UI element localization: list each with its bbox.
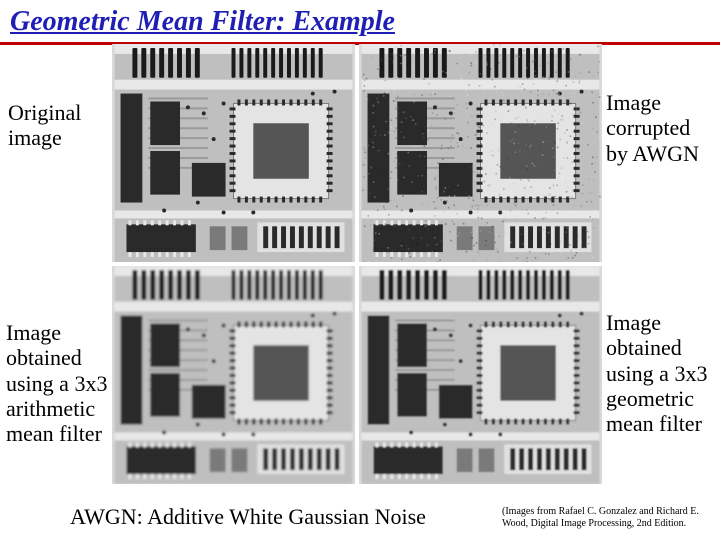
- footer: AWGN: Additive White Gaussian Noise (Ima…: [0, 498, 720, 530]
- image-corrupted: [359, 44, 602, 262]
- image-geometric: [359, 266, 602, 484]
- label-arithmetic: Image obtained using a 3x3 arithmetic me…: [6, 320, 112, 446]
- label-geometric: Image obtained using a 3x3 geometric mea…: [606, 310, 714, 436]
- label-awgn: Image corrupted by AWGN: [606, 90, 714, 166]
- image-original: [112, 44, 355, 262]
- slide-title: Geometric Mean Filter: Example: [0, 0, 720, 42]
- footer-main: AWGN: Additive White Gaussian Noise: [70, 504, 426, 530]
- footer-credit: (Images from Rafael C. Gonzalez and Rich…: [502, 506, 712, 530]
- image-arithmetic: [112, 266, 355, 484]
- label-original: Original image: [8, 100, 108, 151]
- image-grid: [112, 44, 602, 484]
